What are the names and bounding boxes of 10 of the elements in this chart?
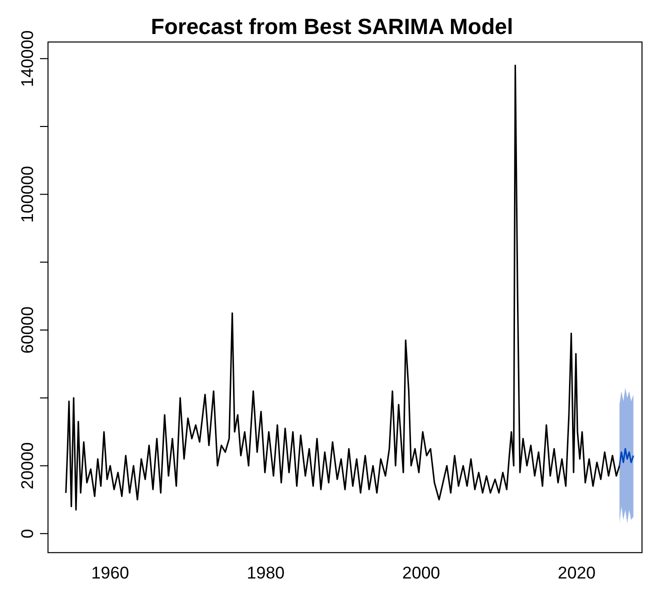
y-tick-label: 60000 [18, 306, 38, 354]
x-tick-label: 2000 [402, 563, 440, 582]
y-tick-label: 100000 [18, 166, 38, 223]
y-tick-label: 140000 [18, 30, 38, 87]
chart-title: Forecast from Best SARIMA Model [150, 14, 514, 39]
x-tick-label: 1960 [91, 563, 130, 582]
x-tick-label: 1980 [246, 563, 285, 582]
y-tick-label: 20000 [18, 442, 38, 490]
y-tick-label: 0 [18, 528, 38, 538]
x-tick-label: 2020 [558, 563, 596, 582]
